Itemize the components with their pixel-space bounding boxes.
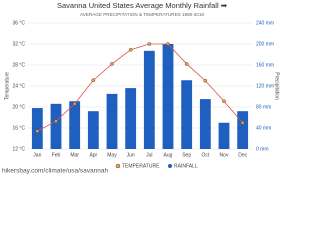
x-tick-label: May [107,152,117,158]
x-tick-label: Feb [52,152,61,158]
y-tick-label: 32 °C [12,41,25,47]
legend-label: RAINFALL [174,164,198,170]
marker [72,102,77,106]
marker [110,62,114,66]
marker [147,42,152,46]
y2-tick-label: 80 mm [256,104,271,110]
chart: Savanna United States Average Monthly Ra… [2,1,280,175]
y2-tick-label: 200 mm [256,41,274,47]
legend-label: TEMPERATURE [122,164,160,170]
y2-tick-label: 40 mm [256,125,271,131]
bar [31,108,43,149]
line [37,43,243,132]
bar [199,99,211,149]
bar [125,88,137,149]
x-tick-label: Sep [182,152,191,158]
bar [237,111,249,149]
bar [87,111,99,149]
legend-swatch [115,163,121,169]
x-tick-label: Oct [201,152,209,158]
y2-axis-label: Precipitation [274,72,280,100]
marker [128,47,133,52]
marker [222,99,226,104]
source: hikersbay.com/climate/usa/savannah [2,168,108,175]
y-tick-label: 12 °C [12,146,25,152]
x-tick-label: Jan [33,152,41,158]
y2-tick-label: 120 mm [256,83,274,89]
marker [54,119,58,123]
marker [240,120,245,125]
y-tick-label: 16 °C [12,125,25,131]
bar [106,93,118,149]
x-tick-label: Aug [164,152,173,158]
y-tick-label: 28 °C [12,62,25,68]
y2-tick-label: 240 mm [256,20,274,26]
x-tick-label: Mar [70,152,79,158]
marker [91,78,96,83]
y-axis-label: Temperature [4,72,10,100]
marker [184,62,189,66]
x-tick-label: Dec [238,152,247,158]
chart-title: Savanna United States Average Monthly Ra… [57,1,228,10]
marker [35,129,40,133]
legend-swatch [168,164,172,168]
bar [69,101,81,149]
x-tick-label: Apr [89,152,97,158]
marker [166,42,170,46]
x-tick-label: Nov [220,152,229,158]
y-tick-label: 24 °C [12,83,25,89]
y2-tick-label: 160 mm [256,62,274,68]
bar [162,44,174,149]
bar [218,122,230,149]
x-tick-label: Jun [127,152,135,158]
marker [203,78,208,83]
bar [143,50,155,150]
x-tick-label: Jul [146,152,152,158]
bar [181,80,193,149]
y-tick-label: 20 °C [12,104,25,110]
chart-subtitle: AVERAGE PRECIPITATION & TEMPERATURES 198… [80,12,204,17]
y-tick-label: 36 °C [12,20,25,26]
y2-tick-label: 0 mm [256,146,269,152]
bar [50,103,62,149]
